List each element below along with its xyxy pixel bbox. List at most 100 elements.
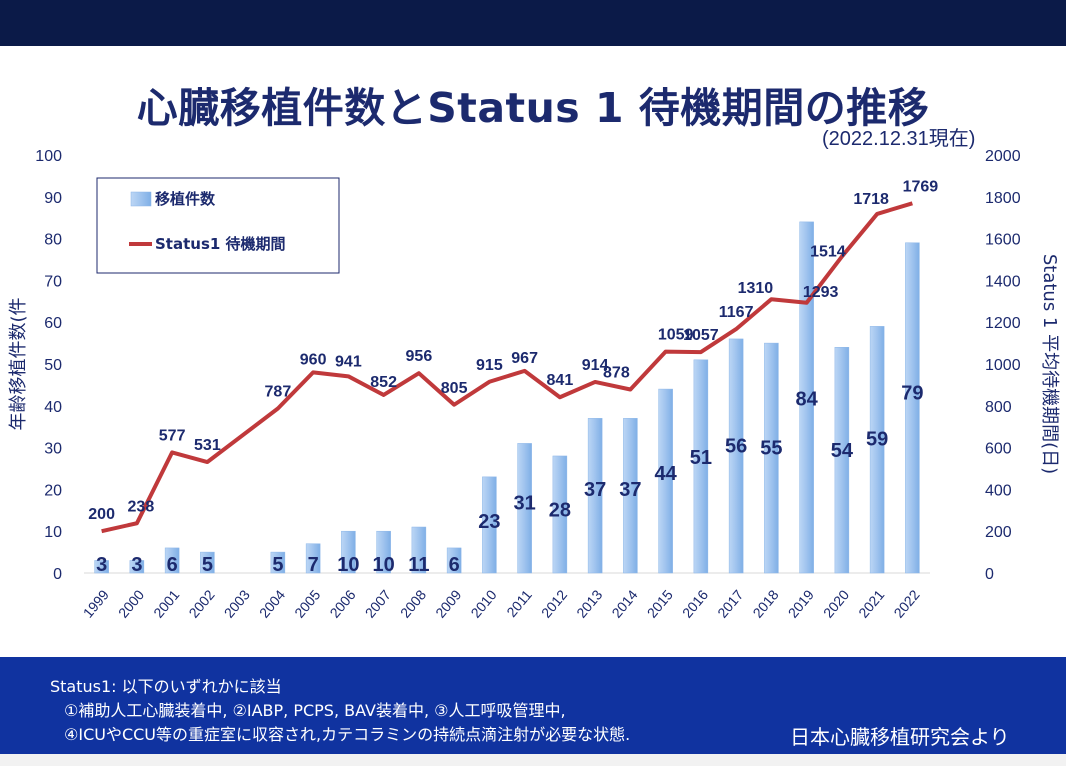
line-data-label: 941 [335,353,362,370]
bar-data-label: 79 [901,382,923,404]
line-data-label: 1057 [683,327,719,344]
bar-data-label: 55 [760,438,782,460]
y-right-tick-label: 200 [985,524,1012,541]
line-data-label: 787 [265,384,292,401]
line-data-label: 1769 [903,178,939,195]
line-data-label: 531 [194,437,221,454]
footer-line-1: Status1: 以下のいずれかに該当 [50,673,282,697]
y-left-tick-label: 0 [53,566,62,583]
line-data-label: 841 [547,372,574,389]
y-left-tick-label: 30 [44,441,62,458]
x-tick-label: 2022 [890,586,922,620]
y-right-tick-label: 800 [985,399,1012,416]
y-left-tick-label: 40 [44,399,62,416]
y-right-tick-label: 1400 [985,273,1021,290]
x-tick-label: 2017 [714,586,746,620]
y-left-axis-label: 年齢移植件数(件 [8,297,29,430]
line-data-label: 1514 [810,244,846,261]
legend-label-line: Status1 待機期間 [155,235,286,253]
y-left-tick-label: 60 [44,315,62,332]
line-data-label: 1293 [803,284,839,301]
bar-data-label: 23 [478,511,500,533]
x-tick-label: 2006 [326,586,358,620]
line-data-label: 956 [406,348,433,365]
y-right-tick-label: 400 [985,482,1012,499]
y-right-tick-label: 1000 [985,357,1021,374]
x-tick-label: 2019 [785,586,817,620]
bar [905,243,919,573]
y-left-tick-label: 100 [35,148,62,165]
bar-data-label: 5 [202,554,213,576]
footer-line-2: ①補助人工心臓装着中, ②IABP, PCPS, BAV装着中, ③人工呼吸管理… [64,697,566,721]
line-data-label: 852 [370,374,397,391]
bar-data-label: 54 [831,440,854,462]
y-right-tick-label: 1200 [985,315,1021,332]
chart: 0102030405060708090100020040060080010001… [0,140,1066,655]
y-left-tick-label: 80 [44,232,62,249]
bar-data-label: 31 [514,493,536,515]
x-tick-label: 2021 [855,586,887,620]
y-right-tick-label: 1600 [985,232,1021,249]
bottom-strip [0,754,1066,766]
bar-data-label: 3 [131,554,142,576]
footer-line-3: ④ICUやCCU等の重症室に収容され,カテコラミンの持続点滴注射が必要な状態. [64,721,630,745]
bar-data-label: 59 [866,428,888,450]
line-data-label: 577 [159,427,186,444]
x-tick-label: 2016 [679,586,711,620]
x-tick-label: 2014 [608,586,640,620]
y-right-tick-label: 600 [985,441,1012,458]
legend-swatch-bars [131,192,151,206]
line-data-label: 200 [88,506,115,523]
x-tick-label: 2000 [115,586,147,620]
x-tick-label: 1999 [80,586,112,620]
y-left-tick-label: 90 [44,190,62,207]
y-left-tick-label: 70 [44,273,62,290]
x-tick-label: 2003 [221,586,253,620]
x-tick-label: 2012 [538,586,570,620]
x-tick-label: 2008 [397,586,429,620]
bar-data-label: 10 [337,554,359,576]
line-data-label: 238 [128,498,155,515]
x-tick-label: 2018 [749,586,781,620]
x-tick-label: 2010 [467,586,499,620]
x-tick-label: 2004 [256,586,288,620]
line-data-label: 915 [476,357,503,374]
bar-data-label: 56 [725,435,747,457]
footer: Status1: 以下のいずれかに該当 ①補助人工心臓装着中, ②IABP, P… [0,657,1066,766]
x-tick-label: 2011 [503,586,535,620]
bar-data-label: 51 [690,447,712,469]
bar-data-label: 5 [272,554,283,576]
x-tick-label: 2009 [432,586,464,620]
bar-data-label: 10 [373,554,395,576]
x-tick-label: 2015 [644,586,676,620]
line-data-label: 960 [300,351,327,368]
bar-data-label: 84 [796,388,819,410]
bar-data-label: 28 [549,500,571,522]
bar-data-label: 11 [408,554,429,576]
x-tick-label: 2002 [185,586,217,620]
footer-source: 日本心臓移植研究会より [790,721,1010,750]
line-data-label: 878 [603,364,630,381]
bar-data-label: 7 [308,554,319,576]
x-tick-label: 2001 [150,586,182,620]
y-right-tick-label: 2000 [985,148,1021,165]
x-tick-label: 2007 [362,586,394,620]
bar-data-label: 44 [655,463,678,485]
y-right-tick-label: 1800 [985,190,1021,207]
line-data-label: 1167 [719,304,754,321]
x-tick-label: 2005 [291,586,323,620]
x-tick-label: 2013 [573,586,605,620]
line-data-label: 967 [511,350,538,367]
y-left-tick-label: 20 [44,482,62,499]
x-tick-label: 2020 [820,586,852,620]
bar-data-label: 3 [96,554,107,576]
top-band [0,0,1066,46]
bar-data-label: 6 [449,554,460,576]
y-left-tick-label: 50 [44,357,62,374]
y-left-tick-label: 10 [44,524,62,541]
bar-data-label: 6 [167,554,178,576]
legend-label-bars: 移植件数 [155,190,216,208]
line-data-label: 805 [441,380,468,397]
y-right-axis-label: Status 1 平均待機期間(日) [1039,254,1060,474]
bar-data-label: 37 [584,479,606,501]
